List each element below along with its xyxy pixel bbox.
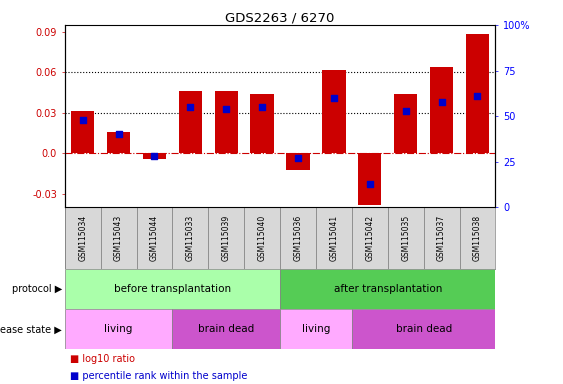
Text: brain dead: brain dead (396, 324, 452, 334)
Point (437, 98, 446, 104)
Text: living: living (302, 324, 330, 334)
Text: disease state ▶: disease state ▶ (0, 324, 62, 334)
Text: brain dead: brain dead (198, 324, 254, 334)
Text: GSM115039: GSM115039 (222, 215, 231, 261)
Text: GSM115034: GSM115034 (78, 215, 87, 261)
Text: GSM115041: GSM115041 (329, 215, 338, 261)
Bar (287, 153, 310, 169)
Bar (352, 309, 495, 349)
Bar (215, 91, 238, 153)
Bar (65, 269, 280, 309)
Text: GSM115043: GSM115043 (114, 215, 123, 261)
Bar (244, 207, 280, 269)
Text: protocol ▶: protocol ▶ (12, 284, 62, 294)
Bar (143, 153, 166, 159)
Text: GSM115037: GSM115037 (437, 215, 446, 261)
Text: GSM115035: GSM115035 (401, 215, 410, 261)
Text: GSM115044: GSM115044 (150, 215, 159, 261)
Text: GDS2263 / 6270: GDS2263 / 6270 (225, 12, 335, 25)
Bar (65, 207, 101, 269)
Text: after transplantation: after transplantation (334, 284, 442, 294)
Point (473, 93, 482, 99)
Bar (394, 94, 417, 153)
Text: GSM115038: GSM115038 (473, 215, 482, 261)
Bar (107, 132, 130, 153)
Bar (459, 207, 495, 269)
Point (150, 153, 159, 159)
Bar (358, 153, 382, 205)
Bar (280, 269, 495, 309)
Bar (178, 91, 202, 153)
Bar (352, 207, 388, 269)
Bar (208, 207, 244, 269)
Point (114, 131, 123, 137)
Point (186, 104, 195, 110)
Point (329, 95, 338, 101)
Point (365, 180, 374, 187)
Bar (424, 207, 459, 269)
Text: GSM115042: GSM115042 (365, 215, 374, 261)
Bar (137, 207, 172, 269)
Point (258, 104, 267, 110)
Text: living: living (104, 324, 133, 334)
Bar (388, 207, 424, 269)
Text: before transplantation: before transplantation (114, 284, 231, 294)
Point (401, 108, 410, 114)
Text: GSM115040: GSM115040 (258, 215, 267, 261)
Point (78, 117, 87, 123)
Bar (172, 309, 280, 349)
Point (293, 155, 302, 161)
Bar (251, 94, 274, 153)
Bar (172, 207, 208, 269)
Text: ■ log10 ratio: ■ log10 ratio (70, 354, 135, 364)
Bar (430, 67, 453, 153)
Text: GSM115033: GSM115033 (186, 215, 195, 261)
Bar (65, 309, 172, 349)
Bar (466, 35, 489, 153)
Bar (280, 207, 316, 269)
Bar (71, 111, 95, 153)
Point (222, 106, 231, 112)
Bar (101, 207, 137, 269)
Bar (316, 207, 352, 269)
Bar (280, 309, 352, 349)
Text: GSM115036: GSM115036 (293, 215, 302, 261)
Text: ■ percentile rank within the sample: ■ percentile rank within the sample (70, 371, 248, 381)
Bar (322, 70, 346, 153)
